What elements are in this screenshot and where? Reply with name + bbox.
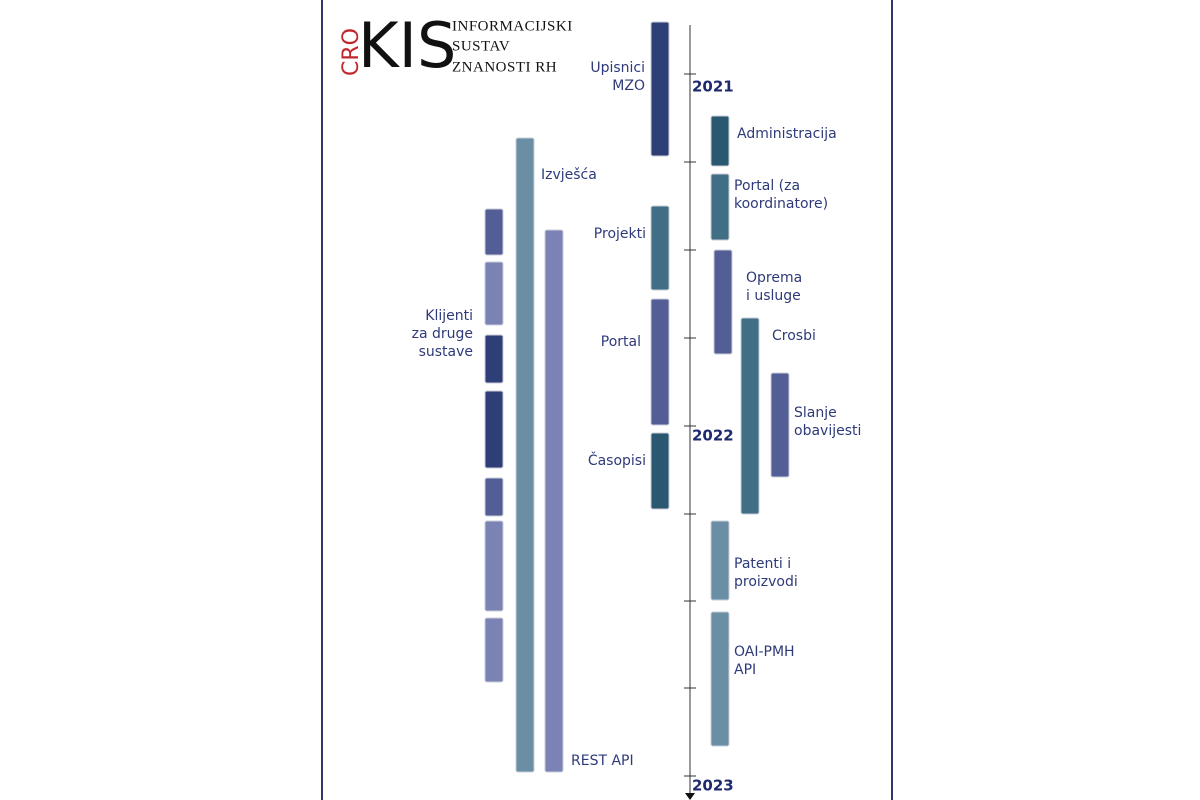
bar [770, 372, 790, 478]
item-label: Portal [601, 334, 641, 350]
bar [484, 261, 504, 326]
item-label: sustave [419, 344, 473, 360]
item-label: Crosbi [772, 328, 816, 344]
bar [650, 432, 670, 510]
item-label: Projekti [594, 226, 646, 242]
logo-subtitle: ZNANOSTI RH [452, 59, 557, 75]
logo-prefix: CRO [339, 28, 364, 76]
bar [710, 173, 730, 241]
item-label: Izvješća [541, 167, 597, 183]
bar [650, 21, 670, 157]
logo-subtitle: SUSTAV [452, 38, 510, 54]
logo-subtitle: INFORMACIJSKI [452, 18, 573, 34]
item-label: OAI-PMH [734, 644, 795, 660]
year-label: 2023 [692, 777, 734, 795]
logo-name: KIS [358, 9, 456, 82]
year-label: 2021 [692, 78, 734, 96]
panel [321, 0, 893, 800]
item-label: i usluge [746, 288, 801, 304]
item-label: Časopisi [588, 451, 646, 469]
bar [484, 208, 504, 256]
year-label: 2022 [692, 427, 734, 445]
bar [484, 520, 504, 612]
bar [484, 617, 504, 683]
bar [710, 115, 730, 167]
bar [484, 390, 504, 469]
item-label: Patenti i [734, 556, 791, 572]
item-label: Administracija [737, 126, 837, 142]
item-label: Klijenti [425, 308, 473, 324]
bar [484, 477, 504, 517]
bar [710, 520, 730, 601]
item-label: za druge [412, 326, 473, 342]
bar [515, 137, 535, 773]
item-label: Upisnici [590, 60, 645, 76]
bar [710, 611, 730, 747]
item-label: proizvodi [734, 574, 798, 590]
item-label: Portal (za [734, 178, 800, 194]
item-label: koordinatore) [734, 196, 828, 212]
item-label: obavijesti [794, 423, 861, 439]
item-label: Oprema [746, 270, 802, 286]
timeline-axis [684, 25, 696, 793]
bar [713, 249, 733, 355]
bar [740, 317, 760, 515]
bar [484, 334, 504, 384]
item-label: REST API [571, 753, 634, 769]
bar [650, 205, 670, 291]
axis-arrow [685, 793, 695, 800]
bars [484, 21, 790, 773]
item-label: API [734, 662, 756, 678]
item-label: MZO [612, 78, 645, 94]
item-label: Slanje [794, 405, 837, 421]
bar [650, 298, 670, 426]
bar [544, 229, 564, 773]
